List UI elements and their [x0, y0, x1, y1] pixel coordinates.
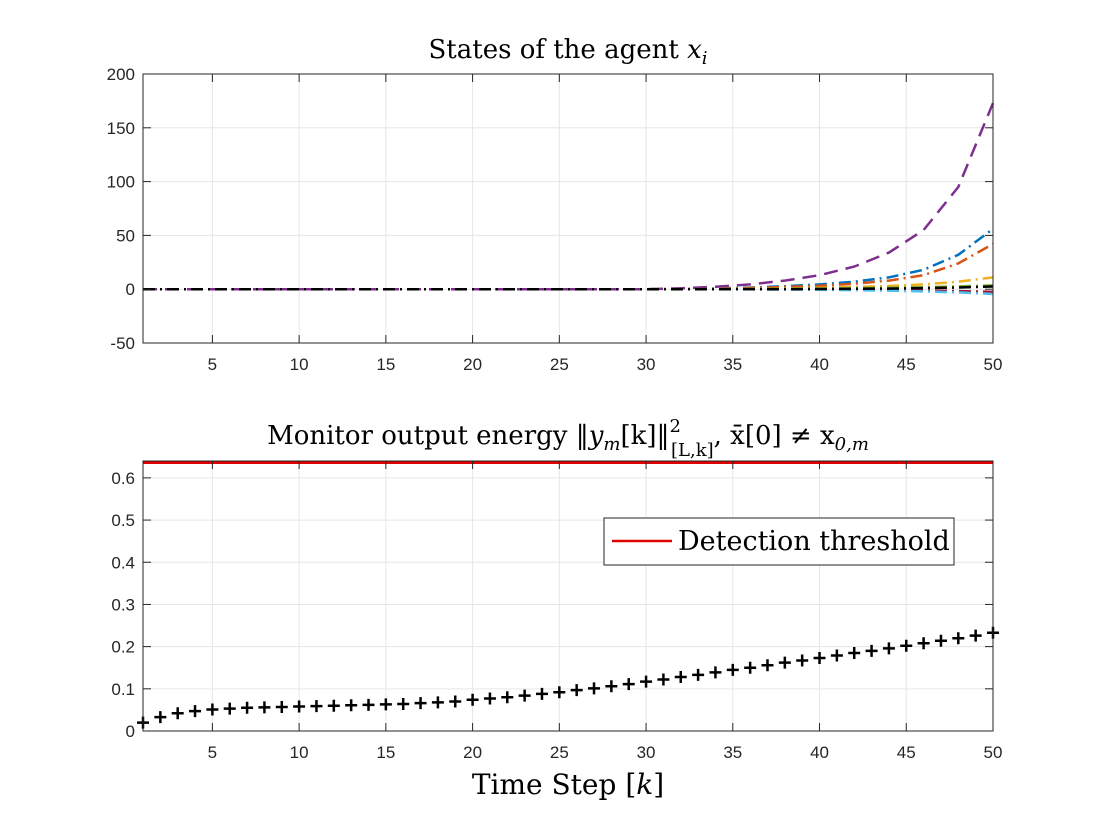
x-axis-label: Time Step [k]	[472, 768, 664, 801]
energy-point	[588, 682, 601, 695]
states-x-tick-label: 50	[984, 355, 1003, 374]
energy-point	[154, 711, 167, 724]
energy-point	[553, 686, 566, 699]
states-x-tick-label: 30	[637, 355, 656, 374]
states-y-tick-label: 0	[126, 280, 135, 299]
states-y-tick-label: -50	[110, 334, 135, 353]
energy-y-tick-label: 0.1	[111, 680, 135, 699]
energy-x-tick-label: 10	[290, 743, 309, 762]
states-y-tick-label: 200	[107, 65, 135, 84]
energy-point	[674, 671, 687, 683]
energy-x-tick-label: 45	[897, 743, 916, 762]
legend-threshold-label: Detection threshold	[678, 526, 950, 557]
states-x-tick-label: 35	[723, 355, 742, 374]
energy-point	[327, 699, 340, 712]
energy-point	[778, 656, 791, 669]
energy-point	[761, 659, 774, 672]
energy-point	[640, 675, 653, 688]
states-x-tick-label: 25	[550, 355, 569, 374]
energy-point	[848, 646, 861, 659]
energy-x-tick-label: 15	[376, 743, 395, 762]
energy-point	[397, 698, 410, 710]
states-x-tick-label: 10	[290, 355, 309, 374]
energy-y-tick-label: 0	[126, 722, 135, 741]
energy-point	[345, 699, 358, 712]
energy-point	[483, 692, 496, 705]
energy-point	[501, 691, 514, 704]
energy-ticks: 5 10 15 20 25 30 35 40 45 50 0 0.1 0.2 0.3 0.4 0.5 0.6	[111, 461, 1002, 762]
energy-point	[241, 701, 254, 714]
energy-point	[293, 700, 306, 713]
energy-point	[813, 652, 826, 665]
energy-point	[449, 695, 462, 708]
energy-x-tick-label: 35	[723, 743, 742, 762]
energy-markers	[137, 626, 999, 729]
energy-point	[796, 654, 809, 667]
energy-point	[830, 649, 843, 662]
energy-y-tick-label: 0.3	[111, 595, 135, 614]
energy-point	[744, 661, 757, 674]
energy-point	[466, 693, 479, 706]
states-y-tick-label: 150	[107, 119, 135, 138]
energy-y-tick-label: 0.2	[111, 638, 135, 657]
energy-point	[882, 642, 895, 655]
energy-point	[622, 678, 635, 691]
states-axes-box	[142, 73, 994, 344]
energy-x-tick-label: 50	[984, 743, 1003, 762]
energy-point	[969, 629, 982, 642]
energy-y-tick-label: 0.5	[111, 511, 135, 530]
energy-x-tick-label: 20	[463, 743, 482, 762]
states-x-tick-label: 5	[208, 355, 217, 374]
states-plot-background	[143, 74, 993, 343]
energy-x-tick-label: 40	[810, 743, 829, 762]
states-y-tick-label: 50	[116, 226, 135, 245]
energy-point	[171, 707, 184, 720]
energy-y-tick-label: 0.6	[111, 469, 135, 488]
series-state-8	[143, 285, 994, 291]
energy-point	[379, 698, 392, 711]
states-x-tick-label: 20	[463, 355, 482, 374]
energy-point	[223, 702, 236, 715]
energy-x-tick-label: 5	[208, 743, 217, 762]
energy-point	[726, 663, 739, 676]
states-title: States of the agent xi	[428, 35, 707, 69]
energy-panel: 5 10 15 20 25 30 35 40 45 50 0 0.1 0.2 0.3 0.4 0.5 0.6 M…	[111, 416, 1002, 801]
energy-point	[275, 700, 288, 713]
energy-point	[934, 634, 947, 647]
energy-point	[692, 668, 705, 681]
energy-point	[917, 637, 930, 650]
energy-point	[657, 673, 670, 686]
energy-point	[310, 700, 323, 713]
energy-x-tick-label: 30	[637, 743, 656, 762]
energy-plot-background	[143, 461, 993, 731]
energy-point	[258, 701, 271, 714]
energy-axes-box	[142, 460, 994, 732]
energy-point	[570, 684, 583, 697]
states-x-tick-label: 15	[376, 355, 395, 374]
energy-point	[865, 644, 878, 657]
states-y-tick-label: 100	[107, 173, 135, 192]
energy-y-tick-label: 0.4	[111, 553, 135, 572]
states-ticks: 5 10 15 20 25 30 35 40 45 50 -50 0 50 100 150 200	[107, 65, 1003, 374]
states-x-tick-label: 45	[897, 355, 916, 374]
states-x-tick-label: 40	[810, 355, 829, 374]
energy-point	[535, 687, 548, 700]
energy-point	[431, 696, 444, 709]
energy-point	[189, 705, 202, 718]
energy-grid	[143, 461, 994, 732]
energy-point	[518, 689, 531, 702]
legend: Detection threshold	[603, 517, 955, 566]
states-panel: 5 10 15 20 25 30 35 40 45 50 -50 0 50 100 150 200 State…	[107, 35, 1003, 374]
energy-x-tick-label: 25	[550, 743, 569, 762]
energy-point	[709, 666, 722, 679]
energy-point	[414, 697, 427, 710]
energy-point	[605, 680, 618, 693]
energy-point	[362, 698, 375, 711]
energy-point	[206, 703, 219, 716]
states-series	[143, 102, 995, 296]
energy-title: Monitor output energy ‖ym[k]‖2 [L,k], x̄[…	[267, 416, 869, 461]
energy-point	[952, 632, 965, 645]
energy-point	[900, 639, 913, 652]
